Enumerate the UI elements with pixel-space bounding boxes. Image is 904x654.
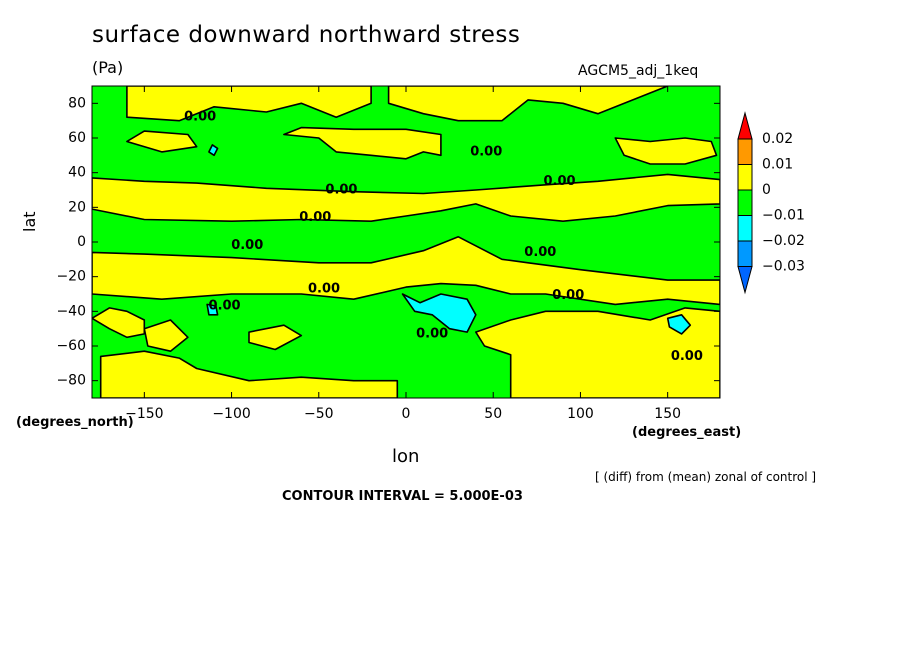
x-tick-label: 50: [484, 406, 502, 422]
field-region: [283, 126, 442, 160]
colorbar-segment: [737, 189, 753, 216]
x-tick-label: −150: [125, 406, 163, 422]
contour-label: 0.00: [543, 174, 575, 189]
colorbar-label: 0.02: [762, 131, 793, 147]
x-axis-units: (degrees_east): [632, 425, 742, 440]
colorbar-label: −0.01: [762, 208, 805, 224]
colorbar-segment: [737, 215, 753, 242]
contour-label: 0.00: [325, 183, 357, 198]
contour-label: 0.00: [209, 299, 241, 314]
x-tick-label: −50: [304, 406, 334, 422]
y-tick-label: −40: [56, 303, 86, 319]
field-region: [92, 173, 720, 222]
contour-label: 0.00: [470, 144, 502, 159]
colorbar-label: −0.02: [762, 233, 805, 249]
colorbar-top-triangle: [737, 111, 753, 140]
x-tick-label: −100: [212, 406, 250, 422]
field-region: [666, 313, 692, 335]
field-region: [248, 324, 303, 351]
field-region: [474, 307, 720, 398]
chart-units: (Pa): [92, 58, 124, 77]
field-region: [92, 236, 720, 306]
contour-label: 0.00: [231, 238, 263, 253]
field-region: [143, 319, 189, 353]
colorbar-bottom-triangle: [737, 266, 753, 295]
chart-title: surface downward northward stress: [92, 22, 521, 48]
y-tick-label: 80: [68, 95, 86, 111]
x-axis-title: lon: [392, 446, 420, 467]
x-tick-label: 0: [402, 406, 411, 422]
y-axis-units: (degrees_north): [16, 415, 134, 430]
y-tick-label: 0: [77, 234, 86, 250]
field-region: [92, 307, 146, 339]
x-tick-label: 100: [567, 406, 594, 422]
contour-label: 0.00: [552, 288, 584, 303]
contour-label: 0.00: [184, 110, 216, 125]
contour-label: 0.00: [524, 245, 556, 260]
contour-label: 0.00: [308, 281, 340, 296]
y-tick-label: −20: [56, 269, 86, 285]
field-region: [387, 86, 669, 122]
y-tick-label: −60: [56, 338, 86, 354]
colorbar-label: −0.03: [762, 259, 805, 275]
colorbar-segment: [737, 138, 753, 165]
diff-note: [ (diff) from (mean) zonal of control ]: [595, 470, 817, 484]
y-tick-label: 40: [68, 165, 86, 181]
y-tick-label: −80: [56, 373, 86, 389]
y-tick-label: 60: [68, 130, 86, 146]
contour-label: 0.00: [416, 326, 448, 341]
x-tick-label: 150: [654, 406, 681, 422]
field-region: [614, 137, 718, 165]
field-region: [401, 293, 477, 333]
contour-interval: CONTOUR INTERVAL = 5.000E-03: [282, 489, 523, 504]
field-region: [99, 350, 399, 398]
colorbar-segment: [737, 164, 753, 191]
colorbar-segment: [737, 240, 753, 267]
colorbar-label: 0.01: [762, 157, 793, 173]
y-tick-label: 20: [68, 199, 86, 215]
field-region: [206, 303, 219, 316]
contour-label: 0.00: [299, 210, 331, 225]
field-region: [208, 144, 219, 157]
run-label: AGCM5_adj_1keq: [578, 63, 699, 79]
field-region: [126, 130, 198, 153]
contour-label: 0.00: [671, 349, 703, 364]
colorbar-label: 0: [762, 182, 771, 198]
field-region: [126, 86, 372, 122]
